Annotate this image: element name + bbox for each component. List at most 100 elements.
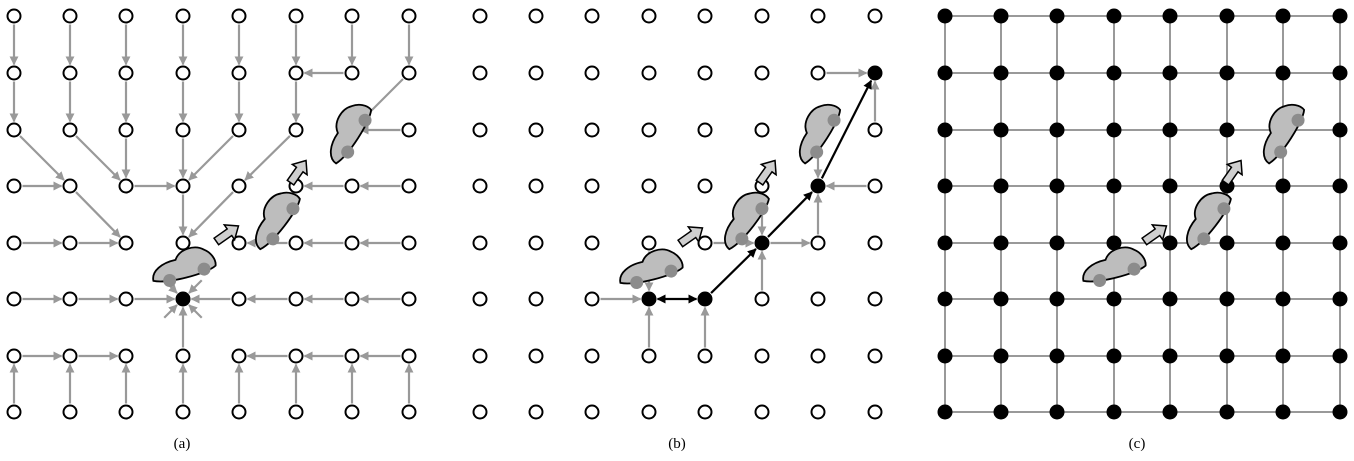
node	[231, 122, 247, 138]
node-active	[1049, 122, 1065, 138]
node	[344, 65, 360, 81]
node-active	[1049, 291, 1065, 307]
node	[584, 178, 600, 194]
node	[867, 178, 883, 194]
node	[641, 404, 657, 420]
node	[472, 122, 488, 138]
node-active	[1219, 348, 1235, 364]
node	[697, 178, 713, 194]
node-active	[1162, 8, 1178, 24]
node	[231, 8, 247, 24]
car-wheel	[810, 145, 824, 159]
node-active	[993, 65, 1009, 81]
node-active	[1332, 122, 1348, 138]
node	[288, 235, 304, 251]
node	[6, 235, 22, 251]
node	[118, 235, 134, 251]
node	[401, 348, 417, 364]
node	[584, 404, 600, 420]
node	[528, 178, 544, 194]
path-arrow	[767, 191, 813, 238]
car-icon	[619, 248, 684, 290]
node	[754, 291, 770, 307]
node-active	[810, 178, 826, 194]
car-wheel	[266, 232, 280, 246]
node	[175, 235, 191, 251]
node-active	[1332, 8, 1348, 24]
node	[6, 8, 22, 24]
node-active	[937, 178, 953, 194]
node	[697, 122, 713, 138]
node	[62, 122, 78, 138]
node-active	[1275, 178, 1291, 194]
node	[472, 404, 488, 420]
node	[288, 8, 304, 24]
node-active	[1162, 291, 1178, 307]
node	[401, 65, 417, 81]
node-active	[1219, 122, 1235, 138]
node	[288, 291, 304, 307]
motion-arrow-shape	[286, 159, 308, 186]
motion-arrow-shape	[677, 226, 704, 248]
car-icon	[798, 103, 842, 165]
flow-arrow	[188, 279, 203, 294]
node	[641, 122, 657, 138]
flow-arrow	[188, 135, 234, 181]
node-active	[1162, 178, 1178, 194]
node	[528, 122, 544, 138]
node-active	[1049, 404, 1065, 420]
node	[401, 235, 417, 251]
node	[6, 122, 22, 138]
node-active	[1162, 235, 1178, 251]
car-wheel	[755, 202, 769, 216]
caption-b: (b)	[668, 436, 686, 452]
node-active	[1332, 291, 1348, 307]
node	[344, 348, 360, 364]
panel-a	[6, 8, 417, 420]
node	[118, 291, 134, 307]
flow-arrow	[188, 191, 234, 238]
node	[810, 404, 826, 420]
node	[288, 404, 304, 420]
node	[231, 65, 247, 81]
node	[867, 8, 883, 24]
node	[175, 404, 191, 420]
motion-arrow-shape	[1221, 159, 1243, 186]
node	[118, 348, 134, 364]
node-active	[1275, 65, 1291, 81]
node	[528, 8, 544, 24]
node	[62, 291, 78, 307]
node	[810, 348, 826, 364]
node	[641, 65, 657, 81]
node	[62, 235, 78, 251]
node	[175, 8, 191, 24]
node	[231, 404, 247, 420]
node	[697, 8, 713, 24]
panel-b	[472, 8, 883, 420]
node	[62, 8, 78, 24]
car-wheel	[358, 113, 372, 127]
motion-arrow-icon	[286, 159, 308, 186]
car-icon	[1186, 191, 1232, 251]
node	[118, 404, 134, 420]
node	[6, 291, 22, 307]
car-wheel	[1093, 274, 1107, 288]
node	[584, 122, 600, 138]
node	[472, 65, 488, 81]
node-active	[937, 348, 953, 364]
node	[6, 404, 22, 420]
motion-arrow-icon	[1221, 159, 1243, 186]
node-active	[754, 235, 770, 251]
node-active	[1332, 235, 1348, 251]
node-active	[1219, 65, 1235, 81]
node-active	[1162, 65, 1178, 81]
car-icon	[329, 103, 373, 165]
car-wheel	[1291, 113, 1305, 127]
node	[528, 235, 544, 251]
node	[584, 235, 600, 251]
car-wheel	[735, 232, 749, 246]
node	[118, 65, 134, 81]
node-active	[1219, 404, 1235, 420]
node-active	[1275, 404, 1291, 420]
node-active	[641, 291, 657, 307]
